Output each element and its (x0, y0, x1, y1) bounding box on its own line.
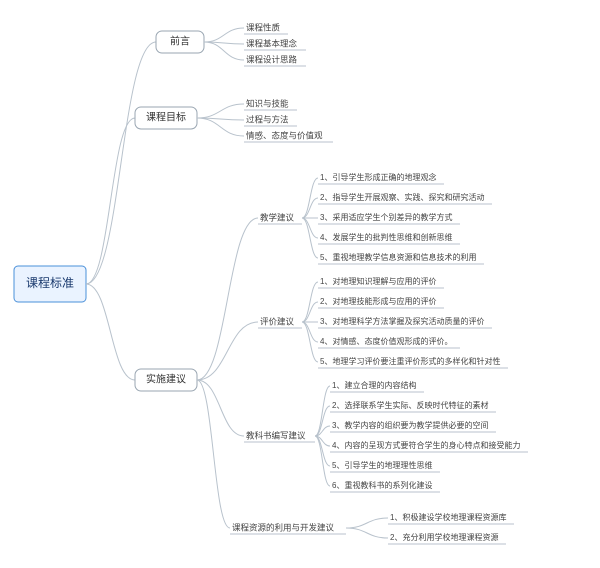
connector (302, 282, 318, 322)
leaf-node-impl-2-2: 3、教学内容的组织要为教学提供必要的空间 (332, 420, 488, 430)
connector (197, 380, 244, 436)
leaf-node-impl-0-0: 1、引导学生形成正确的地理观念 (320, 172, 436, 182)
l2-node-impl-0: 教学建议 (260, 212, 295, 222)
connector (302, 198, 318, 218)
l2-node-preface-1: 课程基本理念 (246, 38, 298, 48)
l1-label-preface: 前言 (170, 35, 190, 48)
connector (346, 528, 388, 538)
connector (315, 436, 330, 486)
leaf-node-impl-2-0: 1、建立合理的内容结构 (332, 380, 416, 390)
leaf-node-impl-0-2: 3、采用适应学生个别差异的教学方式 (320, 212, 452, 222)
leaf-node-impl-0-1: 2、指导学生开展观察、实践、探究和研究活动 (320, 192, 484, 202)
connector (315, 386, 330, 436)
l2-node-impl-1: 评价建议 (260, 316, 295, 326)
leaf-node-impl-2-1: 2、选择联系学生实际、反映时代特征的素材 (332, 400, 488, 410)
connector (197, 218, 258, 380)
connector (302, 218, 318, 258)
connector (204, 28, 244, 42)
l2-node-goals-1: 过程与方法 (246, 114, 289, 124)
leaf-node-impl-0-3: 4、发展学生的批判性思维和创新思维 (320, 232, 452, 242)
connector (302, 322, 318, 362)
l2-node-impl-2: 教科书编写建议 (246, 430, 306, 440)
root-label: 课程标准 (26, 275, 74, 290)
connector (302, 218, 318, 238)
connector (197, 104, 244, 118)
connector (86, 284, 135, 380)
l2-node-goals-2: 情感、态度与价值观 (246, 130, 323, 140)
l1-label-impl: 实施建议 (146, 373, 186, 386)
l2-node-preface-0: 课程性质 (246, 22, 281, 32)
mindmap-canvas: 课程标准 前言 课程性质课程基本理念课程设计思路课程目标 知识与技能过程与方法情感、态… (0, 0, 600, 568)
connector (197, 118, 244, 136)
l2-node-impl-3: 课程资源的利用与开发建议 (232, 522, 335, 532)
leaf-node-impl-1-2: 3、对地理科学方法掌握及探究活动质量的评价 (320, 316, 484, 326)
connector (302, 178, 318, 218)
leaf-node-impl-2-3: 4、内容的呈现方式要符合学生的身心特点和接受能力 (332, 440, 520, 450)
leaf-node-impl-1-4: 5、地理学习评价要注重评价形式的多样化和针对性 (320, 356, 500, 366)
l2-node-goals-0: 知识与技能 (246, 98, 289, 108)
leaf-node-impl-1-3: 4、对情感、态度价值观形成的评价。 (320, 336, 452, 346)
leaf-node-impl-3-0: 1、积极建设学校地理课程资源库 (390, 512, 506, 522)
connector (197, 322, 258, 380)
connector (197, 380, 230, 528)
leaf-node-impl-1-1: 2、对地理技能形成与应用的评价 (320, 296, 436, 306)
leaf-node-impl-2-5: 6、重视教科书的系列化建设 (332, 480, 432, 490)
leaf-node-impl-1-0: 1、对地理知识理解与应用的评价 (320, 276, 436, 286)
leaf-node-impl-3-1: 2、充分利用学校地理课程资源 (390, 532, 498, 542)
leaf-node-impl-2-4: 5、引导学生的地理理性思维 (332, 460, 432, 470)
connector (86, 118, 135, 284)
connector (302, 302, 318, 322)
l2-node-preface-2: 课程设计思路 (246, 54, 298, 64)
connector (302, 322, 318, 342)
l1-label-goals: 课程目标 (146, 112, 186, 124)
connector (86, 42, 156, 284)
leaf-node-impl-0-4: 5、重视地理教学信息资源和信息技术的利用 (320, 252, 476, 262)
connector (204, 42, 244, 60)
connector (346, 518, 388, 528)
